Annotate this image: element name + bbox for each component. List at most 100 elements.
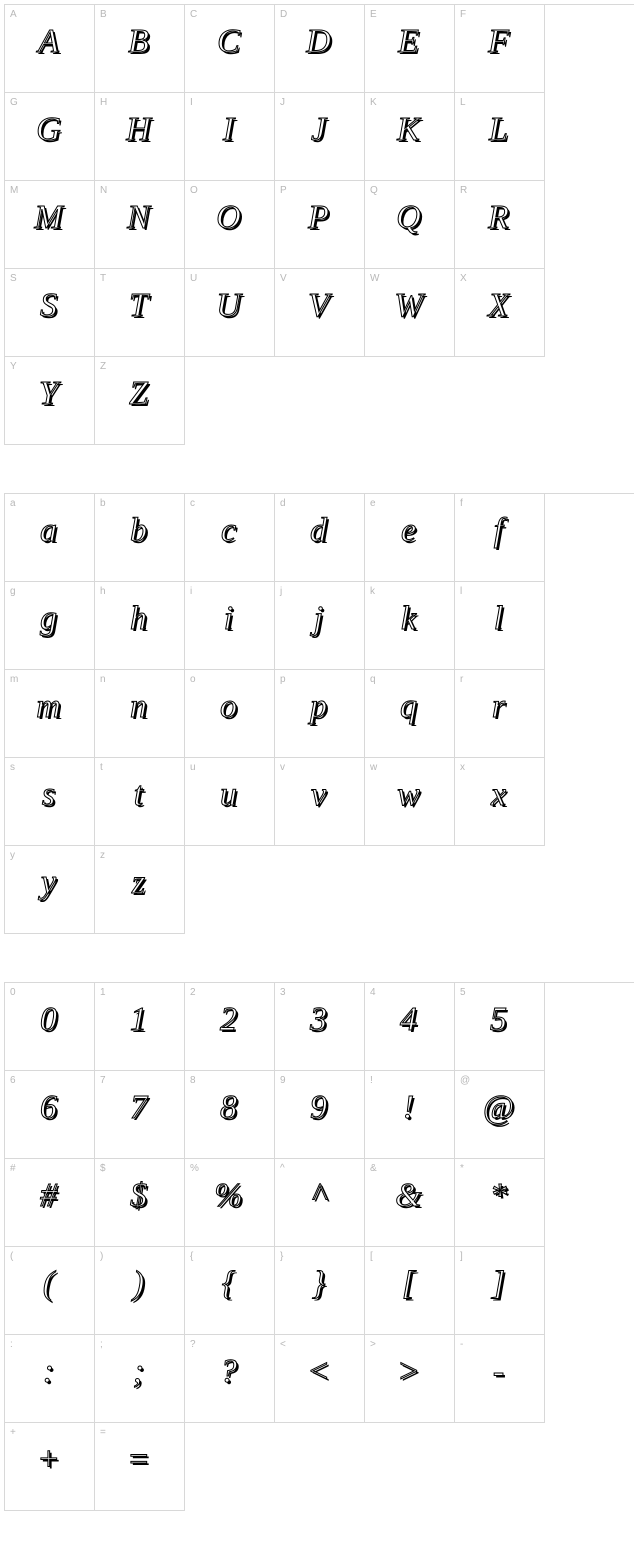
glyph: ]] [493,1272,506,1310]
glyph-front: j [314,600,323,638]
cell-label: * [460,1163,464,1174]
cell-label: t [100,762,103,773]
glyph-front: o [220,688,237,726]
glyph-cell: {{{ [185,1247,275,1335]
glyph: PP [309,206,330,244]
glyph-front: V [308,287,329,325]
cell-label: P [280,185,287,196]
glyph: vv [312,783,327,821]
cell-label: C [190,9,197,20]
glyph-cell: CCC [185,5,275,93]
glyph-front: & [395,1177,421,1215]
glyph: uu [221,783,238,821]
glyph: ll [495,607,504,645]
glyph-front: S [40,287,57,325]
glyph-cell: ppp [275,670,365,758]
cell-label: 0 [10,987,16,998]
glyph-cell: ((( [5,1247,95,1335]
glyph-front: E [398,23,419,61]
glyph-cell: EEE [365,5,455,93]
cell-label: o [190,674,196,685]
glyph-front: K [397,111,420,149]
glyph: ii [225,607,234,645]
glyph-cell: fff [455,494,545,582]
cell-label: r [460,674,463,685]
glyph-cell: MMM [5,181,95,269]
glyph-cell: uuu [185,758,275,846]
cell-label: f [460,498,463,509]
character-map: AAABBBCCCDDDEEEFFFGGGHHHIIIJJJKKKLLLMMMN… [4,4,636,1511]
cell-label: - [460,1339,463,1350]
glyph-front: 5 [490,1001,507,1039]
glyph: << [308,1360,331,1398]
glyph-cell: === [95,1423,185,1511]
glyph-cell: 888 [185,1071,275,1159]
glyph-front: b [130,512,147,550]
glyph-front: ( [43,1265,54,1303]
glyph-cell: WWW [365,269,455,357]
glyph: 33 [311,1008,328,1046]
glyph-cell: RRR [455,181,545,269]
glyph-cell: 555 [455,983,545,1071]
cell-label: S [10,273,17,284]
block-numbers-symbols: 000111222333444555666777888999!!!@@@###$… [4,982,636,1511]
cell-label: < [280,1339,286,1350]
cell-label: u [190,762,196,773]
glyph-cell: kkk [365,582,455,670]
glyph-cell: 999 [275,1071,365,1159]
glyph-cell: DDD [275,5,365,93]
cell-label: ) [100,1251,103,1262]
cell-label: p [280,674,286,685]
glyph-front: + [37,1441,60,1479]
glyph-front: A [38,23,59,61]
glyph: 99 [311,1096,328,1134]
cell-label: 8 [190,1075,196,1086]
cell-label: y [10,850,15,861]
glyph-cell: zzz [95,846,185,934]
glyph: ss [43,783,56,821]
glyph-cell: sss [5,758,95,846]
cell-label: x [460,762,465,773]
glyph-cell: ### [5,1159,95,1247]
cell-label: ? [190,1339,196,1350]
glyph-cell: NNN [95,181,185,269]
glyph-cell: ooo [185,670,275,758]
glyph-cell: vvv [275,758,365,846]
glyph-front: t [134,776,143,814]
glyph: DD [307,30,332,68]
glyph-front: Z [129,375,148,413]
glyph-cell: bbb [95,494,185,582]
grid-uppercase: AAABBBCCCDDDEEEFFFGGGHHHIIIJJJKKKLLLMMMN… [4,4,634,445]
grid-numbers-symbols: 000111222333444555666777888999!!!@@@###$… [4,982,634,1511]
cell-label: 3 [280,987,286,998]
glyph-cell: [[[ [365,1247,455,1335]
glyph: ee [402,519,417,557]
glyph-cell: ;;; [95,1335,185,1423]
glyph-front: } [312,1265,326,1303]
glyph-cell: !!! [365,1071,455,1159]
glyph-front: n [130,688,147,726]
glyph: mm [37,695,62,733]
glyph: KK [398,118,421,156]
glyph-cell: ddd [275,494,365,582]
cell-label: K [370,97,377,108]
cell-label: I [190,97,193,108]
glyph-cell: ggg [5,582,95,670]
cell-label: c [190,498,195,509]
glyph: ;; [134,1360,145,1398]
glyph-front: ] [492,1265,505,1303]
glyph-front: > [397,1353,420,1391]
cell-label: M [10,185,18,196]
glyph: UU [217,294,242,332]
block-lowercase: aaabbbcccdddeeefffggghhhiiijjjkkklllmmmn… [4,493,636,934]
glyph: >> [398,1360,421,1398]
cell-label: q [370,674,376,685]
glyph-cell: LLL [455,93,545,181]
glyph-front: < [307,1353,330,1391]
cell-label: j [280,586,282,597]
glyph: qq [401,695,418,733]
glyph: ?? [221,1360,238,1398]
glyph-front: 1 [130,1001,147,1039]
glyph: ww [398,783,421,821]
glyph-cell: QQQ [365,181,455,269]
